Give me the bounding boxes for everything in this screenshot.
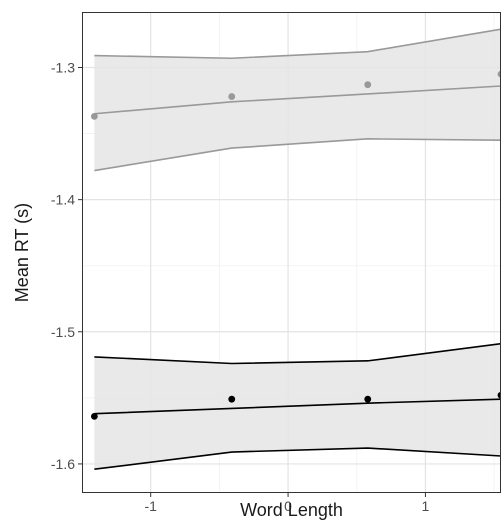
data-point	[90, 112, 98, 120]
y-axis-ticks: -1.3 -1.4 -1.5 -1.6	[51, 60, 82, 472]
x-tick-label: 0	[284, 498, 292, 514]
x-axis-title: Word Length	[240, 500, 343, 520]
data-point	[90, 412, 98, 420]
ci-lower-line-2	[94, 447, 501, 471]
y-tick-label: -1.4	[51, 192, 75, 208]
data-point	[228, 395, 236, 403]
y-tick-label: -1.6	[51, 456, 75, 472]
data-point	[228, 93, 236, 100]
fit-line-2	[94, 398, 501, 415]
x-tick-label: 1	[422, 498, 430, 514]
x-axis-ticks: -1 0 1	[144, 493, 430, 514]
data-point	[364, 81, 372, 89]
fit-lines	[94, 85, 501, 415]
y-tick-label: -1.3	[51, 60, 75, 76]
y-tick-label: -1.5	[51, 324, 75, 340]
data-point	[364, 395, 372, 403]
confidence-ribbons	[94, 28, 501, 471]
fit-line-1	[94, 85, 501, 115]
confidence-band-1	[94, 29, 501, 171]
y-axis-title: Mean RT (s)	[12, 203, 32, 302]
ci-lower-line-1	[94, 138, 501, 172]
ci-upper-line-2	[94, 342, 501, 365]
x-tick-label: -1	[144, 498, 157, 514]
ci-upper-line-1	[94, 28, 501, 60]
